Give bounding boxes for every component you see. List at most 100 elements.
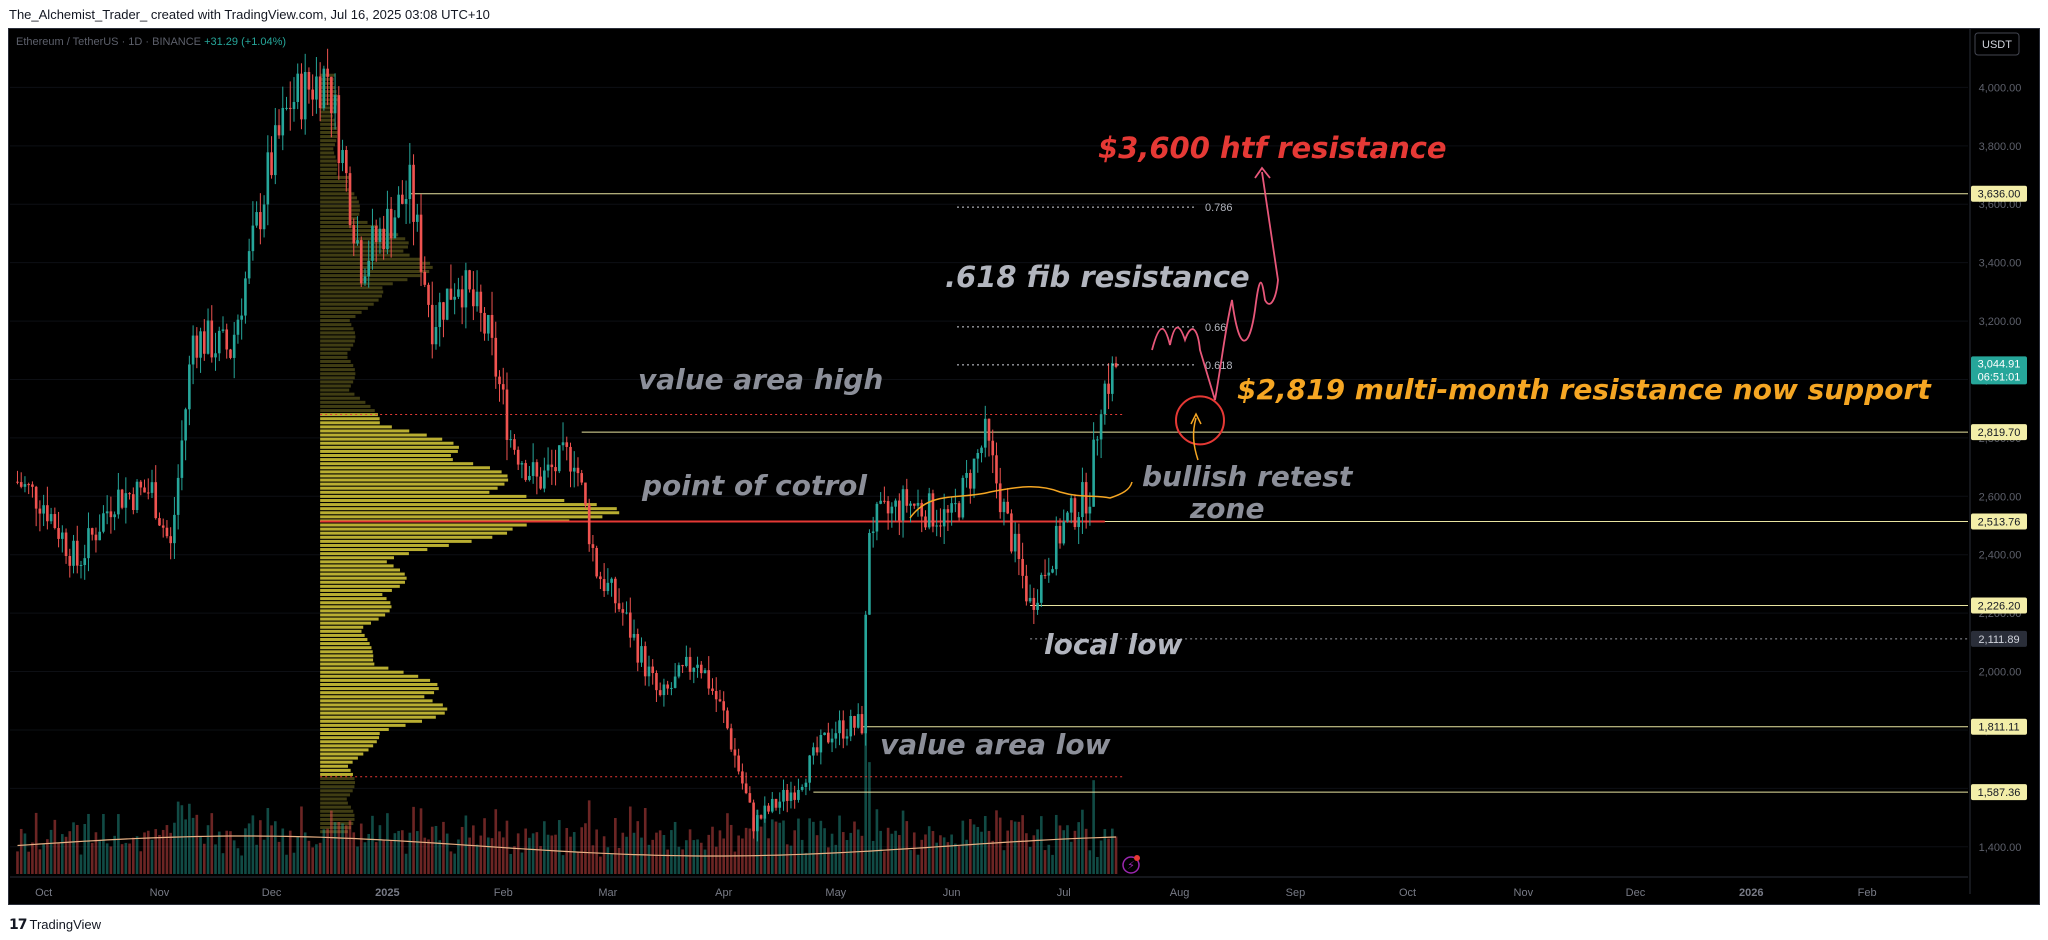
volume-bar xyxy=(756,809,759,874)
volume-profile-bar xyxy=(320,564,394,568)
candle-body xyxy=(139,481,143,488)
candle-body xyxy=(565,442,569,447)
volume-bar xyxy=(983,816,987,874)
volume-bar xyxy=(531,833,535,874)
volume-bar xyxy=(158,834,161,874)
volume-profile-bar xyxy=(320,625,364,629)
candle-body xyxy=(614,578,617,604)
volume-profile-bar xyxy=(320,474,508,478)
volume-bar xyxy=(920,839,924,874)
volume-bar xyxy=(225,830,229,874)
volume-bar xyxy=(154,829,158,874)
candle-body xyxy=(87,528,90,559)
volume-profile-bar xyxy=(320,515,603,519)
volume-profile-bar xyxy=(320,290,384,294)
volume-profile-bar xyxy=(320,772,353,776)
volume-bar xyxy=(315,844,318,874)
candle-body xyxy=(117,489,120,515)
volume-profile-bar xyxy=(320,707,448,711)
candle-body xyxy=(344,150,348,174)
volume-bar xyxy=(808,818,811,874)
volume-profile-bar xyxy=(320,135,338,139)
volume-bar xyxy=(348,820,352,874)
volume-bar xyxy=(580,827,584,874)
volume-bar xyxy=(714,846,718,874)
volume-profile-bar xyxy=(320,531,508,535)
chart-attribution: The_Alchemist_Trader_ created with Tradi… xyxy=(9,7,490,22)
candle-body xyxy=(849,716,853,737)
candle-body xyxy=(120,489,124,508)
volume-bar xyxy=(486,837,490,874)
price-label-text: 1,587.36 xyxy=(1978,787,2021,799)
volume-profile-bar xyxy=(320,192,355,196)
candle-body xyxy=(531,462,535,476)
price-label-box xyxy=(1971,718,2027,735)
candle-body xyxy=(520,463,524,465)
candle-body xyxy=(75,540,79,566)
volume-bar xyxy=(539,846,542,874)
volume-profile-bar xyxy=(320,122,337,126)
volume-bar xyxy=(516,833,520,874)
volume-bar xyxy=(584,823,587,874)
volume-profile-bar xyxy=(320,429,410,433)
volume-profile-bar xyxy=(320,225,379,229)
volume-bar xyxy=(658,830,662,874)
volume-bar xyxy=(1054,814,1058,874)
volume-profile-bar xyxy=(320,241,409,245)
volume-profile-bar xyxy=(320,560,387,564)
volume-bar xyxy=(972,824,976,874)
candle-body xyxy=(643,646,647,677)
volume-bar xyxy=(595,829,598,874)
candle-body xyxy=(819,734,823,753)
candle-body xyxy=(311,89,314,100)
candle-body xyxy=(169,536,172,544)
candle-body xyxy=(150,482,154,493)
candle-body xyxy=(490,314,494,338)
volume-bar xyxy=(326,828,329,874)
currency-button[interactable] xyxy=(1974,32,2020,56)
flash-icon[interactable] xyxy=(1122,856,1140,874)
volume-bar xyxy=(546,834,550,874)
volume-bar xyxy=(1017,821,1021,874)
tradingview-logo[interactable]: 17 TradingView xyxy=(9,917,101,933)
volume-profile-bar xyxy=(320,535,493,539)
volume-bar xyxy=(782,820,785,874)
candle-body xyxy=(352,225,356,244)
volume-profile-bar xyxy=(320,282,393,286)
candle-body xyxy=(445,288,449,320)
candle-body xyxy=(359,240,363,284)
candle-body xyxy=(449,288,453,300)
candle-body xyxy=(505,389,509,440)
volume-bar xyxy=(57,842,60,874)
price-label-text: 1,811.11 xyxy=(1978,722,2019,734)
volume-bar xyxy=(995,810,998,874)
volume-bar xyxy=(202,843,206,874)
candle-body xyxy=(16,481,19,483)
price-label-text: 3,636.00 xyxy=(1978,189,2021,201)
candle-body xyxy=(927,493,931,528)
candle-body xyxy=(255,212,258,226)
candle-body xyxy=(438,302,442,328)
volume-profile-bar xyxy=(320,748,369,752)
candle-body xyxy=(191,335,195,365)
candle-body xyxy=(1092,439,1095,507)
candle-body xyxy=(681,665,684,667)
candle-body xyxy=(729,728,733,750)
volume-bar xyxy=(236,848,240,874)
time-tick: 2025 xyxy=(375,887,399,899)
volume-profile-bar xyxy=(320,404,371,408)
candle-body xyxy=(513,439,516,450)
volume-profile-bar xyxy=(320,682,438,686)
volume-profile-bar xyxy=(320,331,355,335)
volume-profile-bar xyxy=(320,817,355,821)
projection-arrow-head xyxy=(1254,166,1271,179)
volume-bar xyxy=(927,826,931,874)
candle-body xyxy=(1077,517,1080,527)
volume-bar xyxy=(853,821,856,874)
volume-profile-bar xyxy=(320,732,380,736)
volume-bar xyxy=(946,842,950,874)
candle-body xyxy=(113,514,116,518)
candle-body xyxy=(453,296,456,300)
volume-bar xyxy=(681,849,684,874)
